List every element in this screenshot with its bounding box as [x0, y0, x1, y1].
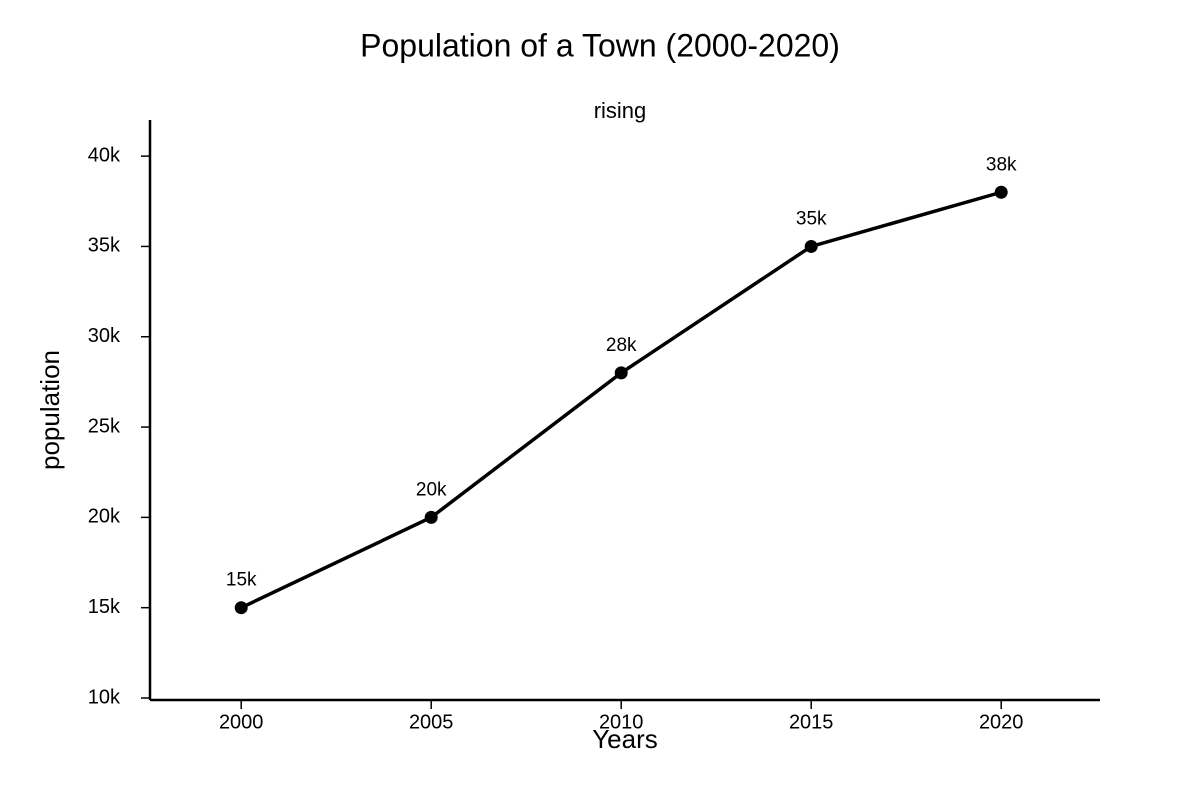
data-label: 28k	[606, 335, 637, 356]
y-tick-label: 20k	[88, 506, 121, 528]
line	[240, 190, 1002, 610]
data-label: 20k	[416, 479, 447, 500]
data-label: 15k	[226, 570, 257, 591]
data-label: 38k	[986, 154, 1017, 175]
point	[614, 366, 628, 380]
y-tick-label: 40k	[88, 144, 121, 166]
y-tick-label: 30k	[88, 325, 121, 347]
x-tick-label: 2000	[219, 711, 264, 733]
chart-title: Population of a Town (2000-2020)	[360, 27, 840, 63]
point	[424, 510, 438, 524]
y-tick-label: 25k	[88, 415, 121, 437]
point	[994, 185, 1008, 199]
y-tick-label: 10k	[88, 686, 121, 708]
chart-subtitle: rising	[594, 98, 647, 123]
x-axis-label: Years	[592, 724, 658, 754]
y-tick-label: 35k	[88, 235, 121, 257]
x-tick-label: 2015	[789, 711, 834, 733]
x-tick-label: 2010	[599, 711, 644, 733]
y-tick-label: 15k	[88, 596, 121, 618]
point	[234, 601, 248, 615]
data-label: 35k	[796, 208, 827, 229]
point	[804, 239, 818, 253]
x-tick-label: 2005	[409, 711, 454, 733]
y-axis-label: population	[35, 350, 65, 470]
x-tick-label: 2020	[979, 711, 1024, 733]
